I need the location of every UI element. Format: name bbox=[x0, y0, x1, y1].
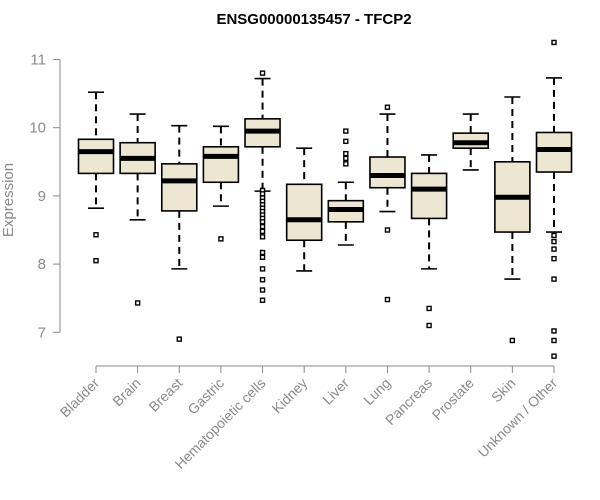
outlier-point bbox=[551, 39, 557, 46]
y-tick-label: 9 bbox=[38, 188, 46, 205]
y-tick-label: 10 bbox=[29, 120, 46, 137]
outlier-point bbox=[551, 238, 557, 245]
x-tick-label: Brain bbox=[109, 375, 143, 409]
outlier-point bbox=[384, 104, 391, 110]
box-unknown-other bbox=[535, 39, 573, 359]
box-breast bbox=[160, 124, 198, 342]
outlier-point bbox=[259, 219, 266, 225]
y-axis-label: Expression bbox=[0, 163, 17, 237]
box-gastric bbox=[202, 125, 240, 242]
iqr-box bbox=[410, 172, 448, 220]
box-lung bbox=[369, 104, 406, 303]
outlier-point bbox=[259, 277, 266, 283]
x-tick-label: Liver bbox=[319, 375, 352, 408]
box-skin bbox=[494, 96, 531, 344]
x-tick-label: Breast bbox=[145, 375, 185, 415]
iqr-box bbox=[369, 156, 406, 189]
outlier-point bbox=[551, 353, 557, 359]
outlier-point bbox=[259, 249, 266, 256]
y-tick-label: 11 bbox=[30, 52, 46, 69]
outlier-point bbox=[93, 232, 99, 238]
outlier-point bbox=[551, 246, 557, 252]
outlier-point bbox=[551, 328, 557, 334]
outlier-point bbox=[551, 276, 557, 282]
iqr-box bbox=[285, 183, 323, 242]
box-prostate bbox=[452, 113, 490, 171]
outlier-point bbox=[259, 223, 266, 230]
outlier-point bbox=[551, 337, 557, 344]
x-tick-label: Unknown / Other bbox=[475, 375, 561, 461]
outlier-point bbox=[218, 236, 224, 242]
outlier-point bbox=[426, 305, 432, 312]
outlier-point bbox=[384, 227, 391, 233]
box-liver bbox=[327, 128, 365, 246]
iqr-box bbox=[535, 131, 573, 173]
outlier-point bbox=[343, 161, 349, 167]
outlier-point bbox=[343, 150, 349, 157]
outlier-point bbox=[134, 300, 141, 306]
outlier-point bbox=[343, 128, 349, 134]
outlier-point bbox=[426, 322, 432, 329]
outlier-point bbox=[259, 266, 266, 272]
iqr-box bbox=[160, 163, 198, 212]
box-kidney bbox=[285, 147, 323, 272]
outlier-point bbox=[343, 155, 349, 162]
outlier-point bbox=[259, 70, 266, 76]
outlier-point bbox=[259, 234, 266, 240]
y-tick-label: 7 bbox=[38, 324, 46, 341]
outlier-point bbox=[343, 138, 349, 145]
x-tick-label: Skin bbox=[488, 375, 519, 406]
outlier-point bbox=[259, 287, 266, 293]
y-axis: 7 8 9 10 11 bbox=[29, 52, 61, 341]
x-tick-label: Lung bbox=[360, 375, 393, 408]
box-hematopoietic-cells bbox=[244, 70, 281, 303]
x-tick-label: Prostate bbox=[429, 375, 477, 423]
x-tick-label: Kidney bbox=[269, 375, 311, 417]
outlier-point bbox=[384, 296, 391, 303]
outlier-point bbox=[176, 336, 182, 342]
box-pancreas bbox=[410, 154, 448, 329]
boxes-group bbox=[77, 39, 573, 359]
y-tick-label: 8 bbox=[38, 256, 46, 273]
outlier-point bbox=[93, 257, 99, 264]
outlier-point bbox=[509, 337, 516, 344]
x-tick-label: Bladder bbox=[57, 375, 103, 421]
box-brain bbox=[119, 113, 156, 306]
outlier-point bbox=[551, 232, 557, 239]
outlier-point bbox=[259, 254, 266, 260]
outlier-point bbox=[551, 255, 557, 262]
outlier-point bbox=[259, 228, 266, 235]
iqr-box bbox=[77, 138, 115, 175]
box-bladder bbox=[77, 91, 115, 264]
iqr-box bbox=[202, 145, 240, 184]
chart-title: ENSG00000135457 - TFCP2 bbox=[216, 11, 411, 28]
outlier-point bbox=[259, 297, 266, 303]
